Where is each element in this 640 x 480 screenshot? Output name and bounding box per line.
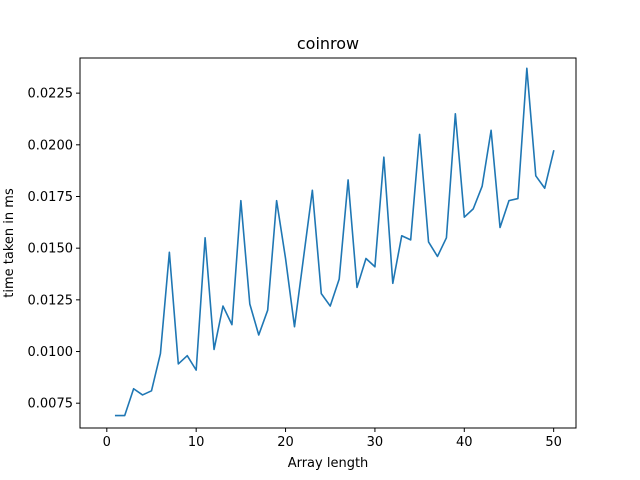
- y-tick-label: 0.0125: [28, 293, 74, 308]
- series-layer: [114, 67, 555, 417]
- x-tick-label: 0: [103, 435, 111, 450]
- y-tick-label: 0.0150: [28, 242, 74, 257]
- x-axis-ticks: 0 10 20 30 40 50: [103, 428, 562, 450]
- x-tick-label: 30: [367, 435, 384, 450]
- plot-area: [79, 57, 577, 429]
- x-tick-label: 50: [545, 435, 562, 450]
- y-tick-label: 0.0225: [28, 87, 74, 102]
- y-tick-label: 0.0075: [28, 397, 74, 412]
- x-tick-label: 40: [456, 435, 473, 450]
- x-axis-label: Array length: [288, 456, 369, 471]
- x-tick-label: 20: [277, 435, 294, 450]
- chart-title: coinrow: [297, 34, 359, 53]
- y-tick-label: 0.0100: [28, 345, 74, 360]
- series-line: [114, 67, 555, 417]
- y-axis-ticks: 0.0075 0.0100 0.0125 0.0150 0.0175 0.0200 0.02…: [28, 87, 80, 412]
- y-axis-label: time taken in ms: [2, 188, 17, 298]
- y-tick-label: 0.0175: [28, 190, 74, 205]
- y-tick-label: 0.0200: [28, 138, 74, 153]
- x-tick-label: 10: [188, 435, 205, 450]
